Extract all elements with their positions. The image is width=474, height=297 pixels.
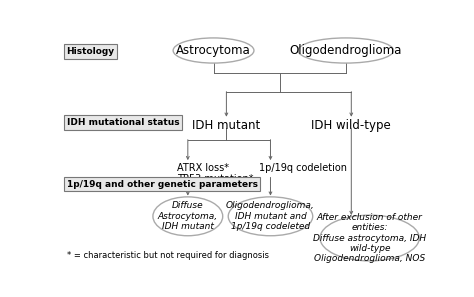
Text: 1p/19q codeletion: 1p/19q codeletion	[259, 162, 347, 173]
Ellipse shape	[153, 197, 223, 236]
Text: 1p/19q and other genetic parameters: 1p/19q and other genetic parameters	[66, 180, 257, 189]
Text: After exclusion of other
entities:
Diffuse astrocytoma, IDH
wild-type
Oligodendr: After exclusion of other entities: Diffu…	[313, 213, 426, 263]
Text: Oligodendroglioma: Oligodendroglioma	[290, 44, 402, 57]
Ellipse shape	[228, 197, 313, 236]
Text: IDH wild-type: IDH wild-type	[311, 119, 391, 132]
Text: Oligodendroglioma,
IDH mutant and
1p/19q codeleted: Oligodendroglioma, IDH mutant and 1p/19q…	[226, 201, 315, 231]
Text: Diffuse
Astrocytoma,
IDH mutant: Diffuse Astrocytoma, IDH mutant	[158, 201, 218, 231]
Ellipse shape	[320, 215, 419, 261]
Ellipse shape	[298, 38, 393, 63]
Text: ATRX loss*
TP53 mutation*: ATRX loss* TP53 mutation*	[177, 162, 253, 184]
Ellipse shape	[173, 38, 254, 63]
Text: * = characteristic but not required for diagnosis: * = characteristic but not required for …	[66, 251, 269, 260]
Text: IDH mutational status: IDH mutational status	[66, 118, 179, 127]
Text: Astrocytoma: Astrocytoma	[176, 44, 251, 57]
Text: IDH mutant: IDH mutant	[192, 119, 261, 132]
Text: Histology: Histology	[66, 47, 115, 56]
